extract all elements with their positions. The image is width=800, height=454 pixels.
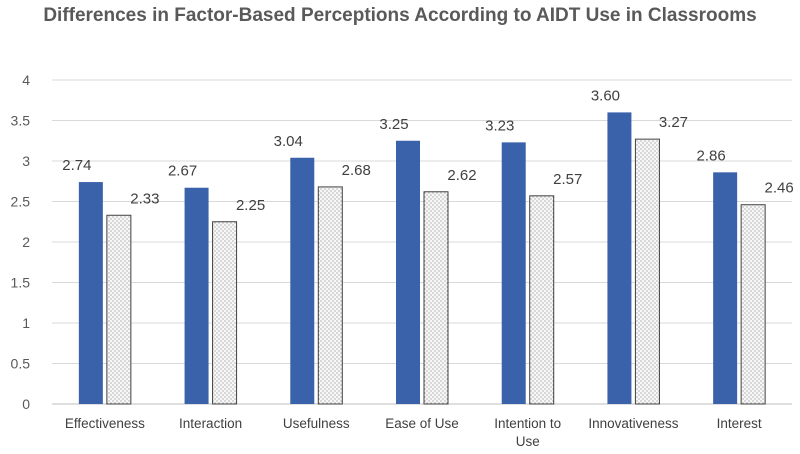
y-tick-label: 3.5: [11, 113, 31, 129]
bar-series-1: [607, 112, 632, 405]
y-tick-label: 4: [22, 72, 30, 88]
bar-series-2: [740, 204, 766, 405]
bar-series-1: [396, 140, 420, 404]
data-label: 3.60: [591, 87, 620, 104]
data-label: 2.86: [697, 147, 726, 164]
x-tick-label: Usefulness: [283, 416, 350, 431]
bar-series-2: [212, 221, 238, 405]
bars: [78, 112, 766, 405]
x-tick-label: Intention to Use: [494, 416, 561, 449]
data-label: 2.62: [447, 167, 476, 184]
data-label: 2.25: [236, 197, 265, 214]
x-tick-label: Ease of Use: [385, 416, 459, 431]
bar-series-2: [106, 214, 132, 405]
bar-series-1: [713, 172, 738, 404]
y-tick-label: 2.5: [11, 194, 31, 210]
labels: 0 0.5 1 1.5 2 2.5 3 3.5 4 2.74 2.33 Effectiveness 2.…: [11, 72, 794, 449]
x-tick-label: Interaction: [179, 416, 242, 431]
chart-title: Differences in Factor-Based Perceptions …: [43, 5, 757, 26]
bar-series-2: [317, 186, 343, 405]
data-label: 2.68: [342, 162, 371, 179]
data-label: 2.67: [168, 163, 197, 180]
y-tick-label: 3: [22, 153, 30, 169]
data-label: 3.04: [274, 133, 303, 150]
y-tick-label: 0: [22, 396, 30, 412]
bar-series-2: [529, 195, 555, 405]
x-tick-label: Innovativeness: [588, 416, 678, 431]
bar-series-2: [634, 138, 660, 405]
data-label: 3.25: [379, 116, 408, 133]
bar-series-1: [78, 182, 103, 404]
bar-series-1: [184, 187, 209, 404]
data-label: 2.57: [553, 171, 582, 188]
data-label: 3.27: [659, 114, 688, 131]
y-tick-label: 2: [22, 234, 30, 250]
y-tick-label: 0.5: [11, 356, 31, 372]
data-label: 3.23: [485, 117, 514, 134]
bar-series-2: [423, 191, 449, 405]
x-tick-label: Interest: [717, 416, 762, 431]
y-tick-label: 1: [22, 315, 30, 331]
bar-series-1: [290, 157, 315, 404]
gridlines: [52, 79, 792, 405]
x-tick-label: Effectiveness: [65, 416, 145, 431]
data-label: 2.74: [62, 157, 91, 174]
data-label: 2.46: [765, 180, 794, 197]
data-label: 2.33: [130, 190, 159, 207]
y-tick-label: 1.5: [11, 275, 31, 291]
bar-series-1: [501, 142, 526, 404]
